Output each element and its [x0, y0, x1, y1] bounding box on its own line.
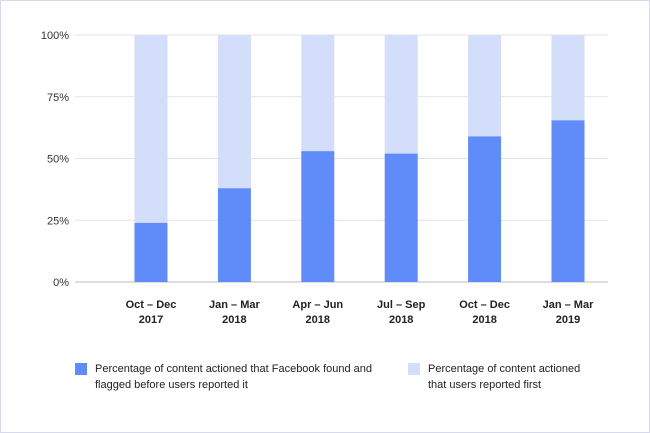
- legend-swatch-users-reported: [408, 363, 420, 375]
- legend-label-line: Percentage of content actioned: [428, 363, 581, 375]
- legend-label-users-reported: Percentage of content actioned that user…: [428, 361, 580, 393]
- x-tick-label: Apr – Jun 2018: [292, 299, 343, 326]
- legend: Percentage of content actioned that Face…: [75, 361, 635, 401]
- bars: [134, 35, 585, 282]
- stacked-bar-chart: 0% 25% 50% 75% 100% Oct – Dec 2017 Jan – Mar 20…: [41, 30, 608, 326]
- x-tick-label: Jan – Mar 2019: [543, 299, 594, 326]
- bar-users-reported: [301, 35, 335, 152]
- x-tick-label: Oct – Dec 2018: [459, 299, 510, 326]
- x-axis-ticks: Oct – Dec 2017 Jan – Mar 2018 Apr – Jun 2018 J…: [126, 299, 594, 326]
- legend-label-line: that users reported first: [428, 379, 542, 391]
- legend-label-line: flagged before users reported it: [95, 379, 248, 391]
- legend-swatch-facebook-flagged: [75, 363, 87, 375]
- legend-item-users-reported: Percentage of content actioned that user…: [408, 361, 580, 393]
- legend-label-line: Percentage of content actioned that Face…: [95, 363, 373, 375]
- legend-item-facebook-flagged: Percentage of content actioned that Face…: [75, 361, 372, 393]
- bar-facebook-flagged: [551, 120, 585, 282]
- y-tick-label: 75%: [47, 92, 69, 104]
- x-tick-label: Jan – Mar 2018: [209, 299, 260, 326]
- bar-users-reported: [551, 35, 585, 121]
- bar-users-reported: [468, 35, 502, 137]
- bar-facebook-flagged: [468, 136, 502, 282]
- bar-users-reported: [217, 35, 251, 189]
- y-tick-label: 100%: [41, 30, 69, 42]
- bar-users-reported: [384, 35, 418, 154]
- y-tick-label: 0%: [53, 277, 69, 289]
- x-tick-label: Oct – Dec 2017: [126, 299, 177, 326]
- bar-facebook-flagged: [384, 153, 418, 282]
- legend-label-facebook-flagged: Percentage of content actioned that Face…: [95, 361, 372, 393]
- y-axis-ticks: 0% 25% 50% 75% 100%: [41, 30, 69, 289]
- y-tick-label: 25%: [47, 215, 69, 227]
- y-tick-label: 50%: [47, 154, 69, 166]
- bar-facebook-flagged: [301, 151, 335, 282]
- bar-facebook-flagged: [134, 222, 168, 282]
- x-tick-label: Jul – Sep 2018: [377, 299, 426, 326]
- bar-facebook-flagged: [217, 188, 251, 282]
- bar-users-reported: [134, 35, 168, 223]
